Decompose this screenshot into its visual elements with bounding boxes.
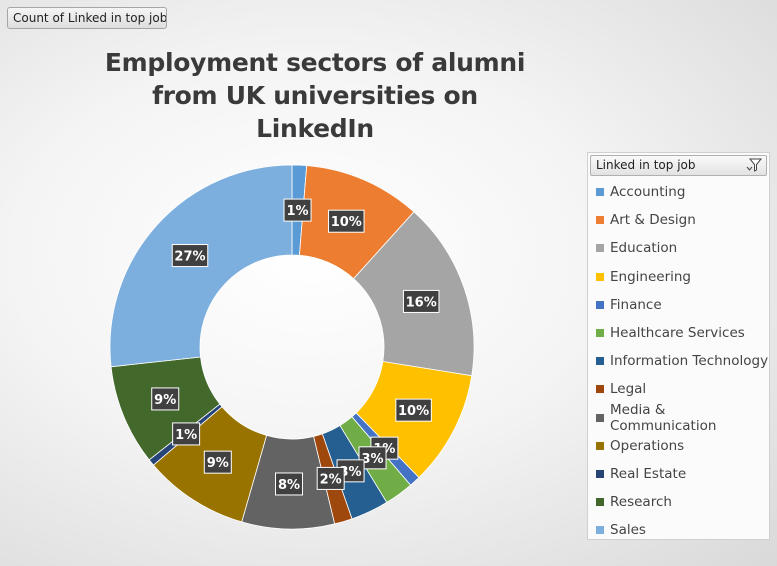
legend-header[interactable]: Linked in top job: [590, 155, 767, 176]
data-label-text: 3%: [361, 452, 383, 467]
legend-swatch: [596, 441, 604, 450]
data-label-text: 27%: [174, 250, 205, 265]
legend-label: Healthcare Services: [610, 325, 745, 342]
legend-header-label: Linked in top job: [596, 158, 696, 172]
legend-item-art-and-design[interactable]: Art & Design: [588, 206, 769, 234]
data-label-text: 9%: [154, 393, 176, 408]
legend-swatch: [596, 329, 604, 338]
legend-swatch: [596, 385, 604, 394]
legend-label: Finance: [610, 296, 662, 313]
legend-swatch: [596, 300, 604, 309]
legend-item-accounting[interactable]: Accounting: [588, 178, 769, 206]
legend-item-healthcare-services[interactable]: Healthcare Services: [588, 319, 769, 347]
legend-label: Operations: [610, 437, 685, 454]
legend-swatch: [596, 357, 604, 366]
legend-item-legal[interactable]: Legal: [588, 375, 769, 403]
data-label-text: 8%: [278, 478, 300, 493]
legend-label: Real Estate: [610, 465, 687, 482]
legend-label: Media & Communication: [610, 401, 717, 434]
filter-icon[interactable]: [746, 158, 762, 173]
data-label-text: 10%: [331, 215, 362, 230]
data-label-text: 1%: [175, 428, 197, 443]
data-label-box: [328, 209, 365, 233]
data-label-education: 16%: [402, 289, 440, 313]
legend-label: Art & Design: [610, 212, 696, 229]
data-label-text: 16%: [406, 295, 437, 310]
data-label-operations: 9%: [203, 450, 232, 474]
data-label-box: [402, 289, 440, 313]
data-label-text: 2%: [320, 472, 342, 487]
legend-swatch: [596, 244, 604, 253]
data-label-text: 1%: [286, 204, 308, 219]
data-label-box: [151, 387, 180, 411]
legend-label: Legal: [610, 381, 647, 398]
data-label-engineering: 10%: [395, 398, 432, 422]
data-label-box: [203, 450, 232, 474]
data-label-media-and-communication: 8%: [275, 472, 304, 496]
data-label-art-and-design: 10%: [328, 209, 365, 233]
data-label-text: 10%: [398, 404, 429, 419]
field-button-count[interactable]: Count of Linked in top job: [7, 7, 167, 29]
data-label-box: [283, 198, 312, 222]
legend-item-research[interactable]: Research: [588, 488, 769, 516]
legend-swatch: [596, 498, 604, 507]
data-label-box: [275, 472, 304, 496]
chart-title: Employment sectors of alumni from UK uni…: [104, 48, 526, 143]
legend-item-real-estate[interactable]: Real Estate: [588, 460, 769, 488]
legend-swatch: [596, 526, 604, 535]
legend-items: Accounting Art & Design Education Engineeri…: [588, 178, 769, 544]
legend-item-engineering[interactable]: Engineering: [588, 263, 769, 291]
data-label-real-estate: 1%: [172, 422, 201, 446]
data-label-box: [171, 244, 209, 268]
legend-swatch: [596, 272, 604, 281]
donut-data-labels: 1%10%16%10%1%3%3%2%8%9%1%9%27%: [151, 198, 440, 496]
data-label-text: 9%: [207, 456, 229, 471]
legend-label: Sales: [610, 522, 646, 539]
legend-item-education[interactable]: Education: [588, 234, 769, 262]
legend-item-media-and-communication[interactable]: Media & Communication: [588, 401, 769, 434]
legend-swatch: [596, 469, 604, 478]
legend-swatch: [596, 413, 604, 422]
data-label-box: [395, 398, 432, 422]
legend-label: Information Technology: [610, 353, 769, 370]
legend-item-information-technology[interactable]: Information Technology: [588, 347, 769, 375]
data-label-sales: 27%: [171, 244, 209, 268]
legend-swatch: [596, 188, 604, 197]
legend-item-finance[interactable]: Finance: [588, 291, 769, 319]
legend: Linked in top job Accounting Art & Design…: [587, 152, 770, 540]
data-label-research: 9%: [151, 387, 180, 411]
legend-label: Engineering: [610, 268, 691, 285]
data-label-text: 3%: [340, 465, 362, 480]
data-label-accounting: 1%: [283, 198, 312, 222]
legend-label: Education: [610, 240, 678, 257]
data-label-legal: 2%: [316, 466, 345, 490]
data-label-box: [316, 466, 345, 490]
data-label-healthcare-services: 3%: [358, 446, 387, 470]
legend-item-sales[interactable]: Sales: [588, 516, 769, 544]
data-label-box: [172, 422, 201, 446]
legend-label: Accounting: [610, 184, 686, 201]
legend-label: Research: [610, 494, 672, 511]
legend-swatch: [596, 216, 604, 225]
data-label-box: [358, 446, 387, 470]
legend-item-operations[interactable]: Operations: [588, 432, 769, 460]
